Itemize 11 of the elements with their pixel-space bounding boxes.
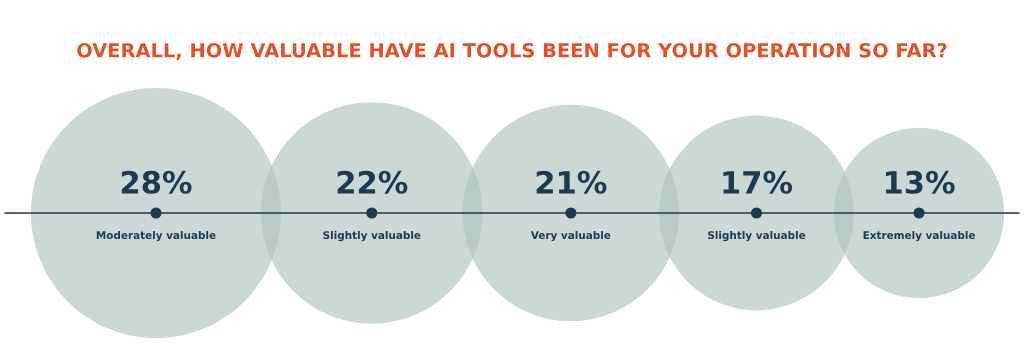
category-label: Slightly valuable (708, 231, 806, 242)
data-label: 22% (337, 170, 408, 194)
data-label: 13% (885, 170, 955, 194)
category-label: Moderately valuable (96, 231, 216, 242)
category-label: Very valuable (530, 231, 611, 242)
data-label: 28% (121, 170, 192, 194)
category-label: Slightly valuable (323, 231, 421, 242)
data-label: 17% (723, 170, 793, 194)
text: OVERALL, HOW VALUABLE HAVE AI TOOLS BEEN FOR YOUR OPERATION SO FAR? (77, 42, 947, 61)
category-label: Extremely valuable (863, 231, 975, 242)
data-label: 21% (536, 170, 607, 194)
